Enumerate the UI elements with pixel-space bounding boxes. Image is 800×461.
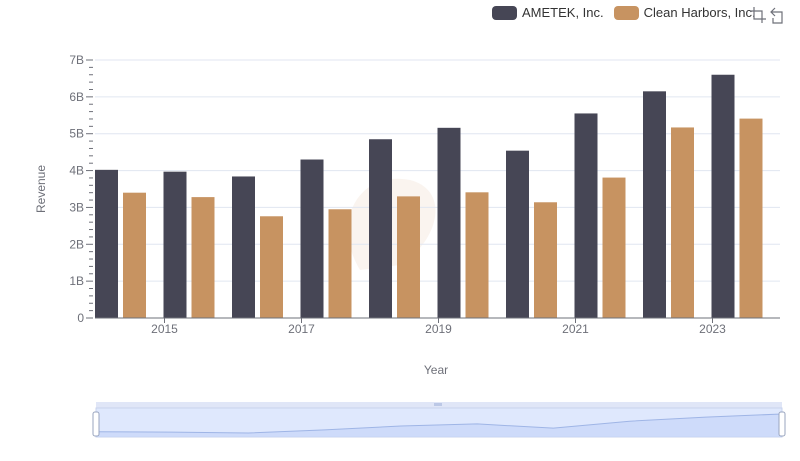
y-tick-label: 3B (69, 200, 84, 214)
y-tick-label: 7B (69, 53, 84, 67)
zoom-preview-area (96, 414, 782, 437)
bar-clean-harbors-2020 (534, 202, 557, 318)
toolbox (747, 6, 787, 24)
bar-ametek-2015 (163, 171, 187, 318)
bar-ametek-2021 (574, 113, 598, 318)
legend-label-clean-harbors: Clean Harbors, Inc. (643, 5, 756, 20)
zoom-handle-left[interactable] (92, 411, 100, 437)
x-tick-label: 2021 (562, 322, 589, 336)
zoom-select-icon[interactable] (749, 6, 767, 24)
bar-clean-harbors-2017 (328, 209, 352, 318)
bar-clean-harbors-2015 (191, 197, 215, 318)
y-axis: 0 1B 2B 3B 4B 5B 6B 7B (69, 53, 93, 325)
y-axis-title: Revenue (34, 164, 48, 214)
bar-ametek-2018 (369, 139, 392, 318)
y-tick-label: 4B (69, 164, 84, 178)
data-zoom-slider[interactable] (92, 402, 786, 438)
bar-clean-harbors-2023 (739, 118, 763, 318)
x-tick-label: 2023 (699, 322, 726, 336)
zoom-handle-right[interactable] (778, 411, 786, 437)
x-axis-title: Year (423, 363, 449, 377)
y-tick-label: 6B (69, 90, 84, 104)
zoom-preview-line (95, 413, 783, 434)
bar-ametek-2016 (232, 176, 255, 318)
legend: AMETEK, Inc. Clean Harbors, Inc. (492, 5, 766, 20)
bar-ametek-2014 (95, 169, 118, 318)
y-tick-label: 1B (69, 274, 84, 288)
x-tick-label: 2015 (151, 322, 178, 336)
bar-ametek-2023 (711, 74, 735, 318)
x-axis: 2015 2017 2019 2021 2023 (95, 317, 780, 336)
zoom-reset-icon[interactable] (769, 6, 787, 24)
legend-item-ametek[interactable]: AMETEK, Inc. (492, 5, 604, 20)
x-tick-label: 2017 (288, 322, 315, 336)
bar-ametek-2022 (643, 91, 666, 318)
bar-clean-harbors-2022 (671, 127, 694, 318)
legend-item-clean-harbors[interactable]: Clean Harbors, Inc. (613, 5, 756, 20)
bar-clean-harbors-2021 (602, 177, 626, 318)
bar-clean-harbors-2019 (465, 192, 489, 318)
legend-swatch-ametek (492, 5, 517, 20)
bars (95, 74, 763, 319)
x-tick-label: 2019 (425, 322, 452, 336)
y-tick-label: 0 (77, 311, 84, 325)
bar-clean-harbors-2014 (123, 192, 146, 318)
bar-ametek-2019 (437, 127, 461, 319)
zoom-drag-grip (434, 403, 442, 406)
bar-clean-harbors-2016 (260, 216, 283, 318)
bar-ametek-2017 (300, 159, 324, 318)
legend-label-ametek: AMETEK, Inc. (522, 5, 604, 20)
y-tick-label: 5B (69, 127, 84, 141)
bar-ametek-2020 (506, 150, 529, 318)
legend-swatch-clean-harbors (613, 5, 639, 20)
bar-clean-harbors-2018 (397, 196, 420, 318)
y-tick-label: 2B (69, 237, 84, 251)
